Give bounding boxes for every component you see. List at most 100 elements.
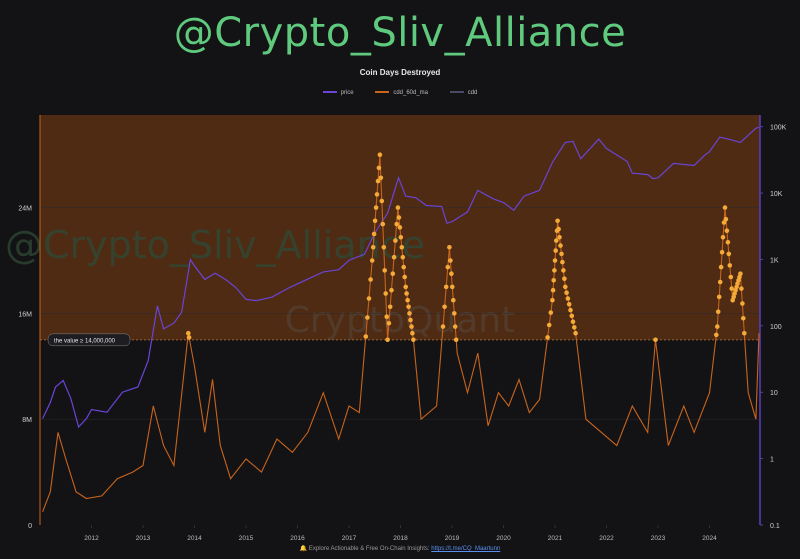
legend-item-cdd-ma[interactable]: cdd_60d_ma bbox=[375, 90, 428, 96]
highlight-point bbox=[564, 290, 569, 296]
highlight-point bbox=[373, 205, 379, 210]
highlight-point bbox=[396, 215, 402, 220]
highlight-point bbox=[739, 286, 744, 291]
highlight-point bbox=[186, 335, 192, 340]
highlight-point bbox=[550, 287, 556, 293]
highlight-point bbox=[552, 268, 557, 273]
highlight-point bbox=[555, 218, 560, 224]
highlight-point bbox=[453, 337, 459, 343]
highlight-point bbox=[572, 325, 577, 330]
highlight-point bbox=[545, 335, 550, 340]
highlight-point bbox=[410, 330, 415, 336]
highlight-point bbox=[742, 330, 747, 336]
highlight-point bbox=[390, 271, 396, 277]
x-tick-2016: 2016 bbox=[290, 535, 305, 542]
highlight-point bbox=[440, 324, 446, 329]
highlight-point bbox=[728, 274, 734, 280]
highlight-point bbox=[562, 276, 567, 282]
left-tick-8M: 8M bbox=[22, 417, 32, 424]
x-tick-2021: 2021 bbox=[548, 535, 563, 542]
chart-title: Coin Days Destroyed bbox=[359, 68, 441, 77]
footer-link[interactable]: https://t.me/CQ_Maartunn bbox=[431, 546, 501, 552]
threshold-label-box bbox=[47, 333, 131, 347]
x-tick-2020: 2020 bbox=[496, 535, 511, 542]
highlight-point bbox=[653, 337, 658, 343]
left-tick-16M: 16M bbox=[18, 311, 32, 318]
highlight-point bbox=[377, 152, 383, 157]
highlight-point bbox=[443, 284, 449, 290]
highlight-point bbox=[399, 245, 405, 250]
highlight-point bbox=[724, 228, 730, 233]
highlight-point bbox=[186, 330, 191, 336]
right-tick-10K: 10K bbox=[770, 191, 783, 198]
highlight-point bbox=[397, 225, 403, 230]
highlight-point bbox=[366, 296, 372, 301]
threshold-label: the value ≥ 14,000,000 bbox=[54, 338, 116, 344]
highlight-point bbox=[566, 302, 572, 307]
highlight-point bbox=[719, 249, 725, 255]
highlight-point bbox=[380, 221, 386, 227]
highlight-point bbox=[714, 332, 719, 338]
highlight-point bbox=[387, 304, 393, 310]
legend-item-price[interactable]: price bbox=[322, 90, 354, 96]
bg-watermark-channel: @Crypto_Sliv_Alliance bbox=[5, 223, 425, 267]
highlight-point bbox=[551, 278, 556, 283]
highlight-point bbox=[379, 198, 385, 204]
highlight-point bbox=[568, 307, 573, 313]
footer: 🔔 Explore Actionable & Free On-Chain Ins… bbox=[0, 545, 800, 552]
highlight-point bbox=[376, 165, 382, 171]
x-tick-2024: 2024 bbox=[702, 535, 717, 542]
highlight-point bbox=[406, 304, 411, 310]
highlight-point bbox=[723, 216, 729, 222]
legend-label-cdd-ma: cdd_60d_ma bbox=[393, 90, 429, 96]
highlight-point bbox=[715, 309, 721, 315]
highlight-point bbox=[386, 321, 392, 326]
highlight-point bbox=[411, 337, 416, 343]
highlight-point bbox=[401, 264, 407, 270]
highlight-point bbox=[368, 277, 373, 282]
highlight-point bbox=[363, 334, 369, 339]
highlight-point bbox=[375, 178, 381, 184]
highlight-point bbox=[565, 296, 571, 301]
highlight-point bbox=[548, 310, 554, 315]
highlight-point bbox=[727, 263, 733, 268]
highlight-point bbox=[452, 311, 457, 316]
x-tick-2023: 2023 bbox=[651, 535, 666, 542]
highlight-point bbox=[372, 218, 378, 224]
highlight-point bbox=[573, 330, 578, 336]
highlight-point bbox=[563, 284, 568, 290]
legend-label-cdd: cdd bbox=[467, 90, 478, 96]
highlight-point bbox=[725, 240, 731, 245]
highlight-point bbox=[408, 317, 413, 323]
highlight-point bbox=[374, 192, 380, 197]
highlight-point bbox=[383, 291, 389, 296]
highlight-point bbox=[369, 258, 375, 263]
legend-item-cdd[interactable]: cdd bbox=[449, 90, 478, 96]
legend-swatch-cdd-ma bbox=[375, 91, 390, 94]
highlight-point bbox=[561, 268, 566, 273]
x-tick-2018: 2018 bbox=[393, 535, 408, 542]
highlight-point bbox=[403, 284, 409, 290]
right-tick-0.1: 0.1 bbox=[770, 523, 780, 530]
highlight-point bbox=[556, 226, 561, 232]
highlight-point bbox=[407, 311, 412, 316]
highlight-point bbox=[442, 304, 447, 310]
x-tick-2015: 2015 bbox=[239, 535, 254, 542]
highlight-point bbox=[741, 316, 746, 321]
highlight-point bbox=[381, 245, 387, 250]
highlight-point bbox=[569, 313, 575, 319]
highlight-point bbox=[404, 291, 409, 296]
highlight-point bbox=[729, 286, 734, 291]
highlight-point bbox=[717, 279, 723, 285]
highlight-point bbox=[391, 254, 397, 260]
highlight-point bbox=[452, 324, 458, 329]
right-tick-1: 1 bbox=[770, 457, 774, 464]
highlight-point bbox=[559, 251, 564, 257]
highlight-point bbox=[552, 258, 558, 263]
channel-watermark: @Crypto_Sliv_Alliance bbox=[173, 10, 627, 56]
highlight-point bbox=[715, 324, 720, 329]
highlight-point bbox=[726, 251, 732, 257]
highlight-point bbox=[447, 245, 452, 250]
highlight-point bbox=[450, 284, 455, 290]
